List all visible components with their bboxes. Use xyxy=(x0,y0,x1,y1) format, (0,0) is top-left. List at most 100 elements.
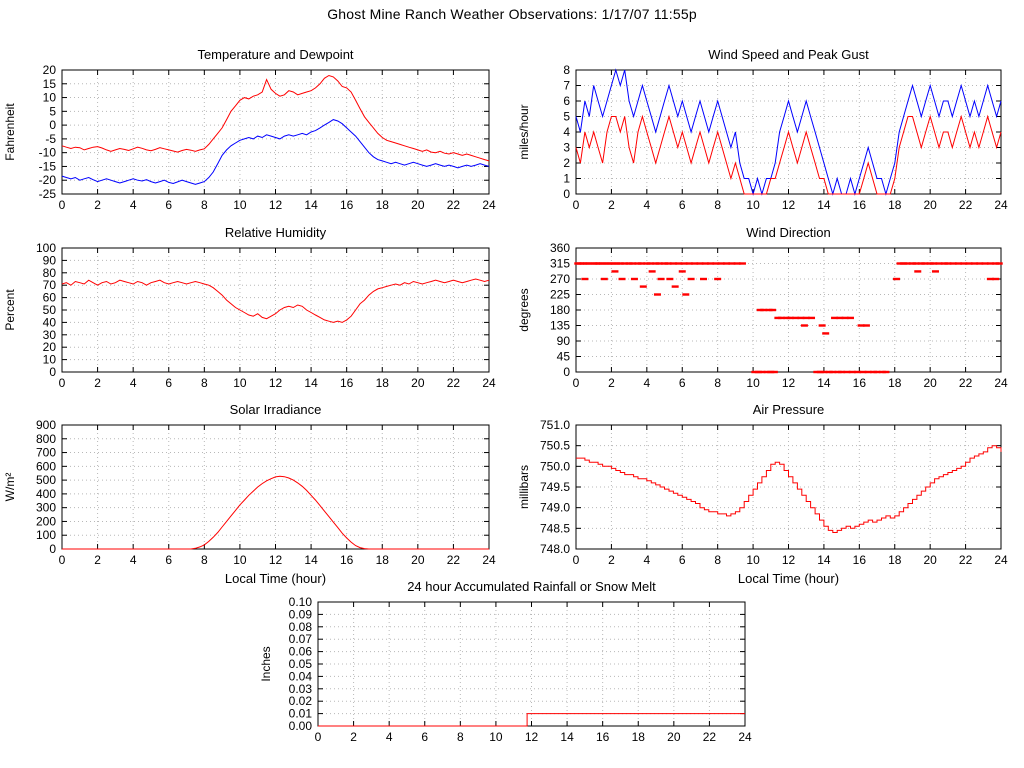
svg-text:Fahrenheit: Fahrenheit xyxy=(3,103,17,161)
svg-text:5: 5 xyxy=(563,110,570,124)
svg-text:5: 5 xyxy=(49,104,56,118)
humidity-svg: 0 2 4 6 8 10 12 14 16 18 20 22 240102030405060708090… xyxy=(3,225,496,390)
svg-text:749.5: 749.5 xyxy=(540,480,570,494)
svg-text:80: 80 xyxy=(43,266,57,280)
svg-text:24: 24 xyxy=(482,553,496,567)
rainfall-svg: 0 2 4 6 8 10 12 14 16 18 20 22 240.000.010.020.030.0… xyxy=(259,579,752,744)
svg-text:6: 6 xyxy=(165,198,172,212)
svg-text:2: 2 xyxy=(608,198,615,212)
svg-text:16: 16 xyxy=(853,376,867,390)
svg-text:-10: -10 xyxy=(39,146,57,160)
svg-text:0.00: 0.00 xyxy=(289,719,313,733)
svg-text:748.0: 748.0 xyxy=(540,542,570,556)
svg-text:miles/hour: miles/hour xyxy=(517,104,531,159)
svg-text:10: 10 xyxy=(233,376,247,390)
svg-text:8: 8 xyxy=(714,198,721,212)
svg-text:12: 12 xyxy=(782,553,796,567)
svg-text:2: 2 xyxy=(350,730,357,744)
svg-text:0: 0 xyxy=(573,376,580,390)
svg-text:4: 4 xyxy=(130,376,137,390)
svg-text:8: 8 xyxy=(201,376,208,390)
svg-text:400: 400 xyxy=(36,487,56,501)
svg-text:24: 24 xyxy=(994,198,1008,212)
svg-text:6: 6 xyxy=(679,376,686,390)
svg-text:60: 60 xyxy=(43,291,57,305)
svg-text:24: 24 xyxy=(738,730,752,744)
svg-text:100: 100 xyxy=(36,528,56,542)
svg-text:225: 225 xyxy=(550,288,570,302)
svg-text:0.06: 0.06 xyxy=(289,645,313,659)
svg-text:18: 18 xyxy=(888,198,902,212)
svg-text:12: 12 xyxy=(269,198,283,212)
svg-text:8: 8 xyxy=(201,198,208,212)
svg-text:500: 500 xyxy=(36,473,56,487)
svg-text:degrees: degrees xyxy=(517,288,531,331)
svg-text:24: 24 xyxy=(482,376,496,390)
svg-text:360: 360 xyxy=(550,241,570,255)
svg-text:2: 2 xyxy=(94,376,101,390)
svg-text:Local Time (hour): Local Time (hour) xyxy=(225,571,326,586)
svg-text:14: 14 xyxy=(817,198,831,212)
svg-text:12: 12 xyxy=(782,198,796,212)
svg-text:22: 22 xyxy=(447,553,461,567)
svg-text:8: 8 xyxy=(563,63,570,77)
svg-text:6: 6 xyxy=(165,376,172,390)
svg-text:20: 20 xyxy=(43,63,57,77)
humidity-chart: 0 2 4 6 8 10 12 14 16 18 20 22 24 0 10 20 30 40 50 60 70 80 90… xyxy=(0,216,512,403)
svg-text:18: 18 xyxy=(888,376,902,390)
svg-text:1: 1 xyxy=(563,172,570,186)
wind-speed-chart: 0 2 4 6 8 10 12 14 16 18 20 22 24 0 1 2 3 4 5 6 7 8 Wind Speed… xyxy=(514,38,1024,225)
svg-text:Percent: Percent xyxy=(3,289,17,331)
svg-text:751.0: 751.0 xyxy=(540,418,570,432)
svg-text:Wind Direction: Wind Direction xyxy=(746,225,831,240)
svg-text:0: 0 xyxy=(573,198,580,212)
svg-text:16: 16 xyxy=(340,198,354,212)
svg-text:700: 700 xyxy=(36,446,56,460)
svg-text:90: 90 xyxy=(43,253,57,267)
svg-text:4: 4 xyxy=(130,198,137,212)
svg-text:315: 315 xyxy=(550,257,570,271)
svg-text:20: 20 xyxy=(923,553,937,567)
svg-text:4: 4 xyxy=(130,553,137,567)
svg-text:4: 4 xyxy=(386,730,393,744)
solar-svg: 0 2 4 6 8 10 12 14 16 18 20 22 240100200300400500600… xyxy=(3,402,496,586)
svg-text:748.5: 748.5 xyxy=(540,521,570,535)
svg-text:24: 24 xyxy=(482,198,496,212)
svg-text:6: 6 xyxy=(421,730,428,744)
svg-text:16: 16 xyxy=(340,376,354,390)
svg-text:22: 22 xyxy=(959,553,973,567)
svg-text:20: 20 xyxy=(43,340,57,354)
svg-text:22: 22 xyxy=(959,376,973,390)
svg-text:-15: -15 xyxy=(39,159,57,173)
svg-text:90: 90 xyxy=(557,334,571,348)
svg-text:8: 8 xyxy=(714,553,721,567)
svg-text:100: 100 xyxy=(36,241,56,255)
svg-text:4: 4 xyxy=(643,553,650,567)
svg-text:-20: -20 xyxy=(39,173,57,187)
svg-text:15: 15 xyxy=(43,77,57,91)
svg-text:Relative Humidity: Relative Humidity xyxy=(225,225,327,240)
pressure-chart: 0 2 4 6 8 10 12 14 16 18 20 22 24 748.0 748.5 749.0 749.… xyxy=(514,393,1024,598)
svg-text:0.05: 0.05 xyxy=(289,657,313,671)
svg-text:2: 2 xyxy=(608,553,615,567)
temperature-chart: 0 2 4 6 8 10 12 14 16 18 20 22 24 -25 -20 -15 -10 -5 0 5 10 1… xyxy=(0,38,512,225)
svg-text:18: 18 xyxy=(376,198,390,212)
solar-chart: 0 2 4 6 8 10 12 14 16 18 20 22 24 0 100 200 300 400 500 600… xyxy=(0,393,512,598)
svg-text:10: 10 xyxy=(746,198,760,212)
svg-text:20: 20 xyxy=(667,730,681,744)
wind_direction-svg: 0 2 4 6 8 10 12 14 16 18 20 22 240459013518022527031… xyxy=(517,225,1008,390)
svg-text:30: 30 xyxy=(43,328,57,342)
svg-text:6: 6 xyxy=(679,198,686,212)
svg-text:-5: -5 xyxy=(45,132,56,146)
svg-text:3: 3 xyxy=(563,141,570,155)
svg-text:Wind Speed and Peak Gust: Wind Speed and Peak Gust xyxy=(708,47,869,62)
svg-text:12: 12 xyxy=(269,376,283,390)
svg-text:0: 0 xyxy=(49,365,56,379)
svg-text:4: 4 xyxy=(643,376,650,390)
svg-text:12: 12 xyxy=(525,730,539,744)
svg-text:10: 10 xyxy=(746,553,760,567)
svg-text:0: 0 xyxy=(315,730,322,744)
svg-text:18: 18 xyxy=(632,730,646,744)
